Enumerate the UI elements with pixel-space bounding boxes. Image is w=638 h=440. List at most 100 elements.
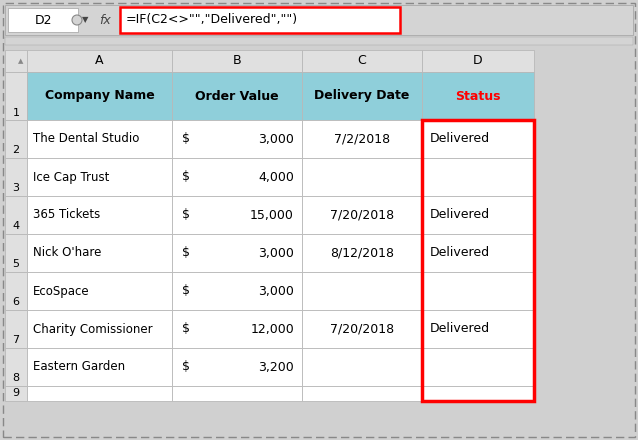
Text: $: $ — [182, 209, 190, 221]
Bar — [172, 72, 302, 120]
Bar — [302, 234, 422, 272]
Bar — [27, 50, 172, 72]
Text: C: C — [358, 55, 366, 67]
Bar — [27, 234, 172, 272]
Text: The Dental Studio: The Dental Studio — [33, 132, 139, 146]
Bar — [27, 158, 172, 196]
Text: EcoSpace: EcoSpace — [33, 285, 89, 297]
Bar — [422, 310, 534, 348]
Circle shape — [72, 15, 82, 25]
Bar — [5, 37, 633, 45]
Text: Eastern Garden: Eastern Garden — [33, 360, 125, 374]
Text: $: $ — [182, 132, 190, 146]
Bar — [422, 234, 534, 272]
Text: 12,000: 12,000 — [250, 323, 294, 335]
Bar — [302, 348, 422, 386]
Bar — [172, 386, 302, 401]
Bar — [422, 72, 534, 120]
Bar — [5, 120, 27, 158]
Bar — [172, 234, 302, 272]
Bar — [8, 8, 78, 32]
Bar — [5, 72, 27, 120]
Text: $: $ — [182, 170, 190, 183]
Text: 2: 2 — [12, 145, 20, 155]
Text: ▼: ▼ — [82, 15, 88, 25]
Bar — [120, 7, 400, 33]
Bar — [172, 120, 302, 158]
Text: Ice Cap Trust: Ice Cap Trust — [33, 170, 109, 183]
Bar — [27, 196, 172, 234]
Text: D2: D2 — [34, 14, 52, 26]
Bar — [5, 234, 27, 272]
Text: $: $ — [182, 285, 190, 297]
Bar — [422, 348, 534, 386]
Bar — [5, 310, 27, 348]
Bar — [172, 272, 302, 310]
Text: Charity Comissioner: Charity Comissioner — [33, 323, 152, 335]
Text: 4: 4 — [12, 221, 20, 231]
Text: Delivered: Delivered — [430, 132, 490, 146]
Bar — [5, 5, 633, 35]
Bar — [27, 348, 172, 386]
Bar — [302, 72, 422, 120]
Text: $: $ — [182, 246, 190, 260]
Bar — [302, 272, 422, 310]
Text: 3,200: 3,200 — [258, 360, 294, 374]
Bar — [172, 310, 302, 348]
Bar — [422, 386, 534, 401]
Bar — [27, 386, 172, 401]
Text: Order Value: Order Value — [195, 89, 279, 103]
Text: 5: 5 — [13, 260, 20, 269]
Text: fx: fx — [99, 14, 111, 26]
Text: 3,000: 3,000 — [258, 285, 294, 297]
Bar — [302, 120, 422, 158]
Bar — [5, 272, 27, 310]
Bar — [422, 120, 534, 158]
Bar — [422, 120, 534, 401]
Text: ▲: ▲ — [19, 58, 24, 64]
Bar — [302, 310, 422, 348]
Text: Delivered: Delivered — [430, 209, 490, 221]
Bar — [302, 158, 422, 196]
Text: Status: Status — [456, 89, 501, 103]
Bar — [302, 196, 422, 234]
Text: 15,000: 15,000 — [250, 209, 294, 221]
Text: B: B — [233, 55, 241, 67]
Bar — [27, 120, 172, 158]
Bar — [422, 158, 534, 196]
Text: Delivered: Delivered — [430, 246, 490, 260]
Text: A: A — [95, 55, 104, 67]
Text: $: $ — [182, 323, 190, 335]
Text: 6: 6 — [13, 297, 20, 308]
Text: 8: 8 — [12, 374, 20, 383]
Bar — [302, 386, 422, 401]
Text: 9: 9 — [12, 389, 20, 399]
Bar — [422, 196, 534, 234]
Bar — [302, 50, 422, 72]
Bar — [172, 196, 302, 234]
Text: 7: 7 — [12, 335, 20, 345]
Text: 8/12/2018: 8/12/2018 — [330, 246, 394, 260]
Text: 3,000: 3,000 — [258, 132, 294, 146]
Bar — [5, 158, 27, 196]
Text: Nick O'hare: Nick O'hare — [33, 246, 101, 260]
Bar — [27, 310, 172, 348]
Bar — [422, 50, 534, 72]
Text: Delivered: Delivered — [430, 323, 490, 335]
Text: 365 Tickets: 365 Tickets — [33, 209, 100, 221]
Bar — [172, 348, 302, 386]
Bar — [172, 158, 302, 196]
Bar — [172, 50, 302, 72]
Text: 7/20/2018: 7/20/2018 — [330, 323, 394, 335]
Bar — [5, 196, 27, 234]
Bar — [422, 272, 534, 310]
Text: Delivery Date: Delivery Date — [315, 89, 410, 103]
Bar — [27, 272, 172, 310]
Bar — [5, 348, 27, 386]
Text: $: $ — [182, 360, 190, 374]
Bar — [5, 386, 27, 401]
Text: 7/20/2018: 7/20/2018 — [330, 209, 394, 221]
Text: 3,000: 3,000 — [258, 246, 294, 260]
Text: Company Name: Company Name — [45, 89, 154, 103]
Text: D: D — [473, 55, 483, 67]
